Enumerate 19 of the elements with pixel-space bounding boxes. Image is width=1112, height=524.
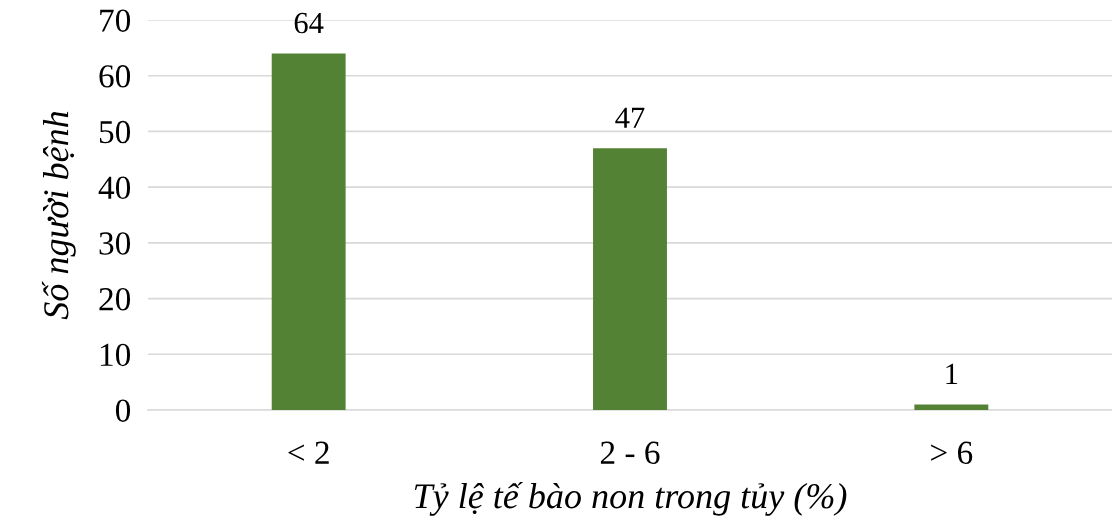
data-label: 64	[294, 12, 324, 34]
bar	[271, 53, 346, 410]
data-label: 47	[615, 107, 645, 128]
x-axis-title: Tỷ lệ tế bào non trong tủy (%)	[414, 481, 847, 516]
y-tick-label: 60	[99, 65, 131, 88]
y-tick-label: 70	[100, 9, 131, 32]
y-axis-title: Số người bệnh	[41, 111, 76, 320]
y-tick-label: 20	[99, 287, 131, 311]
bar	[914, 404, 989, 410]
x-tick-label: < 2	[288, 441, 329, 464]
y-tick-label: 10	[100, 343, 131, 367]
x-tick-label: > 6	[931, 441, 973, 465]
y-tick-label: 50	[99, 120, 131, 144]
bar	[593, 148, 667, 410]
data-label: 1	[946, 363, 958, 385]
y-tick-label: 0	[115, 399, 131, 422]
y-tick-label: 30	[99, 232, 131, 255]
x-tick-label: 2 - 6	[600, 441, 660, 465]
y-tick-label: 40	[98, 176, 131, 200]
